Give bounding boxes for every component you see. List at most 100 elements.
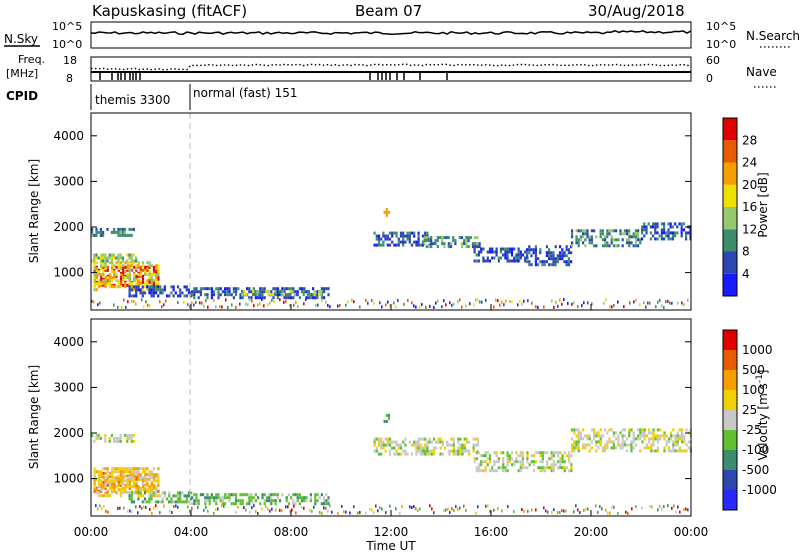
scatter-cell — [316, 493, 319, 497]
scatter-cell — [221, 499, 224, 503]
scatter-cell — [106, 265, 109, 269]
scatter-cell — [477, 259, 481, 263]
scatter-cell — [615, 437, 618, 441]
scatter-cell — [122, 473, 125, 477]
scatter-cell — [276, 496, 279, 500]
scatter-cell — [471, 245, 475, 249]
cpid-label: CPID — [6, 89, 38, 103]
scatter-cell — [274, 292, 277, 296]
scatter-cell — [135, 467, 138, 471]
scatter-cell — [413, 240, 416, 244]
scatter-cell — [532, 460, 536, 464]
scatter-cell — [132, 491, 136, 495]
scatter-cell — [571, 244, 574, 248]
scatter-cell — [141, 500, 144, 504]
scatter-cell — [521, 463, 525, 467]
scatter-cell — [665, 440, 668, 444]
scatter-cell — [685, 443, 688, 447]
scatter-cell — [604, 241, 607, 245]
scatter-cell — [582, 229, 585, 233]
scatter-cell — [122, 479, 125, 483]
scatter-cell — [95, 433, 98, 437]
scatter-cell — [619, 431, 622, 435]
scatter-cell — [146, 267, 149, 271]
scatter-cell — [230, 502, 233, 506]
scatter-cell — [474, 437, 477, 441]
scatter-cell — [434, 239, 437, 243]
scatter-cell — [143, 291, 147, 295]
scatter-cell — [250, 493, 253, 497]
scatter-cell — [128, 285, 131, 289]
scatter-cell — [643, 446, 646, 450]
scatter-cell — [97, 491, 101, 495]
scatter-cell — [168, 494, 171, 498]
nsky-strip-frame — [90, 21, 692, 49]
scatter-cell — [102, 273, 105, 277]
scatter-cell — [128, 233, 131, 237]
scatter-cell — [183, 500, 186, 504]
scatter-cell — [274, 502, 277, 506]
scatter-cell — [280, 292, 283, 296]
scatter-cell — [502, 460, 505, 464]
scatter-cell — [224, 493, 227, 497]
scatter-cell — [210, 496, 213, 500]
scatter-cell — [447, 242, 450, 246]
scatter-cell — [293, 292, 296, 296]
scatter-cell — [552, 460, 555, 464]
scatter-cell — [637, 437, 640, 441]
scatter-cell — [157, 282, 160, 286]
scatter-cell — [570, 469, 573, 473]
scatter-cell — [676, 231, 679, 235]
scatter-cell — [137, 265, 140, 269]
scatter-cell — [128, 261, 131, 265]
near-range-cell — [399, 511, 401, 515]
scatter-cell — [130, 500, 133, 504]
near-range-cell — [663, 306, 665, 309]
scatter-cell — [301, 287, 304, 291]
scatter-cell — [515, 460, 518, 464]
scatter-cell — [154, 494, 158, 498]
scatter-cell — [155, 267, 158, 271]
scatter-cell — [667, 437, 670, 441]
scatter-cell — [680, 228, 683, 232]
near-range-cell — [325, 506, 327, 510]
scatter-cell — [113, 486, 116, 490]
scatter-cell — [113, 480, 116, 484]
scatter-cell — [137, 467, 140, 471]
scatter-cell — [176, 494, 180, 498]
scatter-cell — [519, 250, 522, 254]
near-range-cell — [273, 300, 275, 303]
scatter-cell — [388, 440, 392, 444]
scatter-cell — [254, 499, 257, 503]
scatter-cell — [597, 434, 600, 438]
scatter-cell — [128, 294, 131, 298]
near-range-cell — [447, 507, 449, 511]
scatter-cell — [93, 264, 96, 268]
scatter-cell — [128, 267, 131, 271]
near-range-cell — [153, 506, 155, 510]
scatter-cell — [276, 296, 279, 300]
scatter-cell — [313, 289, 316, 293]
near-range-cell — [337, 304, 339, 308]
scatter-cell — [126, 439, 129, 443]
scatter-cell — [261, 296, 264, 300]
scatter-cell — [111, 270, 114, 274]
scatter-cell — [399, 452, 403, 456]
scatter-cell — [176, 285, 180, 289]
scatter-cell — [137, 497, 140, 501]
near-range-cell — [687, 508, 689, 512]
near-range-cell — [557, 304, 559, 308]
scatter-cell — [119, 439, 122, 443]
scatter-cell — [582, 446, 585, 450]
scatter-cell — [121, 227, 124, 231]
scatter-cell — [387, 416, 391, 420]
scatter-cell — [599, 229, 602, 233]
scatter-cell — [584, 443, 587, 447]
scatter-cell — [132, 294, 136, 298]
scatter-cell — [552, 254, 555, 258]
scatter-cell — [421, 243, 425, 247]
scatter-cell — [146, 483, 149, 487]
near-range-cell — [629, 301, 631, 305]
scatter-cell — [283, 287, 286, 291]
scatter-cell — [468, 440, 471, 444]
